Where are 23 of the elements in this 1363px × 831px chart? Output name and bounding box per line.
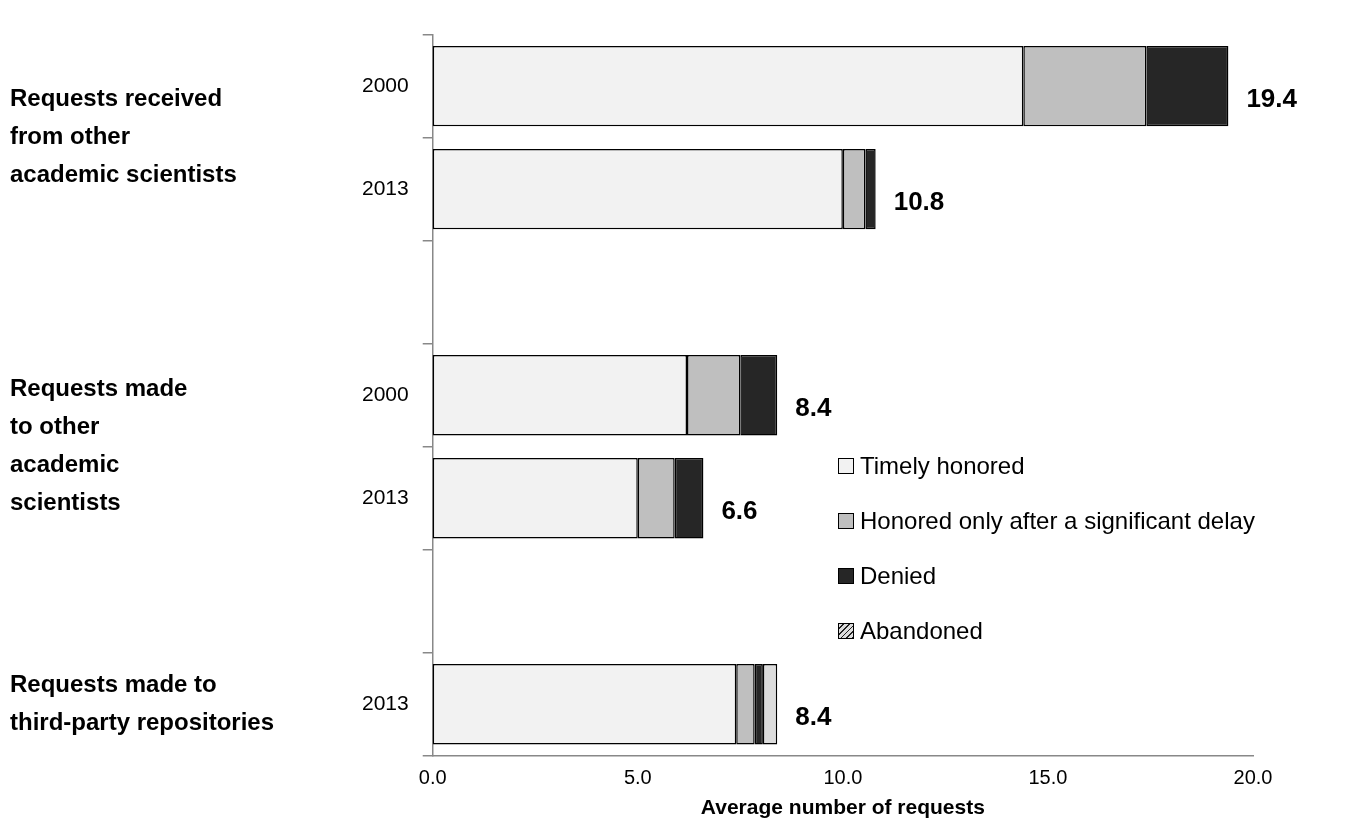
x-tick-label: 0.0 bbox=[418, 766, 447, 789]
x-tick-label: 15.0 bbox=[1028, 766, 1068, 789]
legend-label: Denied bbox=[860, 561, 937, 590]
text: Timely honored bbox=[860, 451, 1025, 480]
y-tick-label: 2013 bbox=[362, 175, 409, 199]
total-label: 8.4 bbox=[795, 392, 832, 423]
y-tick-label: 2000 bbox=[362, 72, 409, 96]
y-tick-label: 2013 bbox=[362, 485, 409, 509]
total-label: 19.4 bbox=[1246, 83, 1298, 114]
text: Requests made to third-party repositories bbox=[10, 669, 275, 735]
x-tick-label: 20.0 bbox=[1233, 766, 1273, 789]
x-tick-label: 5.0 bbox=[623, 766, 652, 789]
legend-label: Abandoned bbox=[860, 616, 983, 645]
total-label: 10.8 bbox=[893, 186, 945, 217]
total-label: 6.6 bbox=[721, 495, 758, 526]
x-axis-title: Average number of requests bbox=[700, 795, 985, 819]
x-tick-label: 10.0 bbox=[823, 766, 863, 789]
legend-label: Honored only after a significant delay bbox=[860, 506, 1255, 535]
text: Requests received from other academic scientists bbox=[10, 84, 237, 188]
y-tick-label: 2013 bbox=[362, 691, 409, 715]
text: Requests made to other academic scientists bbox=[10, 374, 188, 516]
total-label: 8.4 bbox=[795, 701, 832, 732]
y-tick-label: 2000 bbox=[362, 382, 409, 405]
